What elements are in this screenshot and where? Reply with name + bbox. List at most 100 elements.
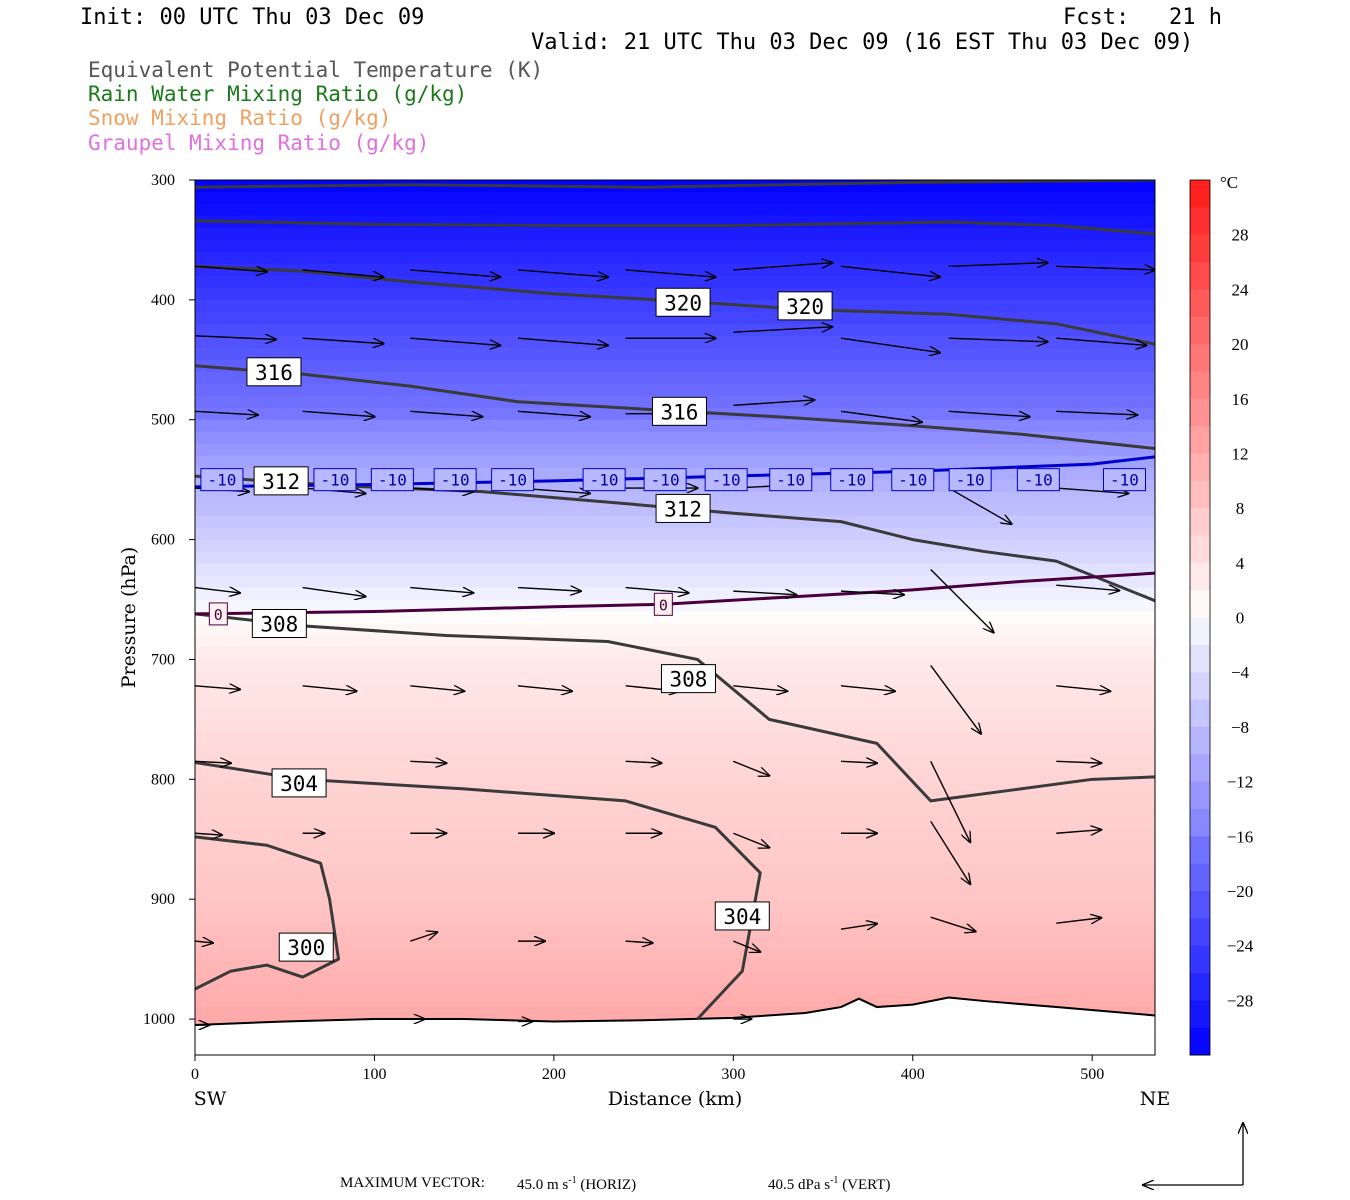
wind-vector bbox=[733, 327, 832, 333]
temp-band bbox=[195, 527, 1155, 541]
contour-label-312: 312 bbox=[262, 470, 300, 494]
temp-band bbox=[195, 827, 1155, 840]
temp-band bbox=[195, 803, 1155, 816]
wind-vector bbox=[517, 337, 608, 345]
wind-vector bbox=[302, 269, 384, 277]
temp-band bbox=[195, 875, 1155, 888]
wind-vector bbox=[302, 586, 366, 597]
contour-label-308: 308 bbox=[260, 612, 298, 636]
wind-vector bbox=[302, 410, 375, 416]
isotherm-label-minus10: -10 bbox=[1024, 471, 1053, 490]
wind-vector bbox=[1056, 761, 1101, 763]
isotherm-label-box bbox=[370, 468, 414, 492]
legend-theta-e: Equivalent Potential Temperature (K) bbox=[88, 58, 544, 82]
wind-vector bbox=[1056, 918, 1101, 923]
colorbar-segment bbox=[1190, 453, 1210, 482]
colorbar-tick-label: 20 bbox=[1232, 335, 1249, 354]
temp-band bbox=[195, 335, 1155, 349]
colorbar-segment bbox=[1190, 890, 1210, 919]
colorbar-tick-label: 12 bbox=[1232, 444, 1249, 463]
temp-band bbox=[195, 863, 1155, 876]
colorbar-segment bbox=[1190, 617, 1210, 646]
contour-label-308: 308 bbox=[669, 668, 707, 692]
wind-vector bbox=[733, 591, 796, 595]
theta-e-contour-304 bbox=[195, 761, 762, 1021]
temp-band bbox=[195, 263, 1155, 277]
isotherm-label-box bbox=[313, 468, 357, 492]
wind-vector bbox=[840, 337, 940, 352]
temp-band bbox=[195, 635, 1155, 649]
temp-band bbox=[195, 611, 1155, 625]
wind-vector bbox=[625, 586, 689, 593]
isotherm-label-box bbox=[704, 468, 748, 492]
colorbar-tick-label: 24 bbox=[1232, 280, 1250, 299]
contour-label-304: 304 bbox=[280, 772, 318, 796]
contour-label-box bbox=[655, 287, 711, 317]
vector-key bbox=[1143, 1123, 1243, 1185]
colorbar-tick-label: −24 bbox=[1227, 937, 1254, 956]
colorbar-segment bbox=[1190, 180, 1210, 208]
y-tick-label: 500 bbox=[151, 412, 175, 429]
wind-vector bbox=[733, 940, 760, 952]
wind-vector bbox=[517, 685, 572, 691]
temp-band bbox=[195, 323, 1155, 337]
wind-vector bbox=[625, 269, 716, 277]
temp-band bbox=[195, 947, 1155, 960]
wind-vector bbox=[840, 410, 922, 422]
wind-vector bbox=[840, 685, 895, 691]
colorbar-segment bbox=[1190, 1027, 1210, 1056]
theta-e-contour-324 bbox=[195, 219, 1155, 236]
isotherm-label-minus10: -10 bbox=[898, 471, 927, 490]
temp-band bbox=[195, 431, 1155, 445]
legend-snow: Snow Mixing Ratio (g/kg) bbox=[88, 106, 392, 130]
x-tick-label: 500 bbox=[1080, 1066, 1104, 1083]
wind-vector bbox=[1056, 584, 1119, 590]
temp-band bbox=[195, 455, 1155, 469]
x-tick-label: 300 bbox=[721, 1066, 745, 1083]
colorbar-segment bbox=[1190, 1000, 1210, 1029]
colorbar-segment bbox=[1190, 863, 1210, 892]
wind-vector bbox=[733, 760, 769, 775]
wind-vector bbox=[948, 263, 1048, 267]
temp-band bbox=[195, 359, 1155, 373]
wind-vector bbox=[733, 400, 814, 407]
colorbar-tick-label: −20 bbox=[1227, 882, 1254, 901]
y-tick-label: 700 bbox=[151, 651, 175, 668]
y-tick-label: 300 bbox=[151, 172, 175, 189]
y-axis-label: Pressure (hPa) bbox=[118, 547, 140, 689]
max-vector-vert: 40.5 dPa s-1 (VERT) bbox=[768, 1175, 891, 1193]
colorbar-segment bbox=[1190, 972, 1210, 1001]
colorbar-segment bbox=[1190, 562, 1210, 591]
wind-vector bbox=[195, 833, 222, 835]
wind-vector bbox=[195, 265, 267, 271]
wind-vector bbox=[410, 410, 482, 416]
isotherm-label-minus10: -10 bbox=[837, 471, 866, 490]
y-tick-label: 600 bbox=[151, 532, 175, 549]
colorbar-segment bbox=[1190, 398, 1210, 427]
isotherm-label-minus10: -10 bbox=[441, 471, 470, 490]
wind-vector bbox=[1056, 487, 1128, 493]
temp-band bbox=[195, 731, 1155, 744]
wind-vector bbox=[410, 586, 473, 593]
wind-vector bbox=[930, 820, 971, 884]
wind-vector bbox=[517, 269, 608, 277]
colorbar-segment bbox=[1190, 371, 1210, 400]
contour-label-box bbox=[278, 932, 334, 962]
temp-band bbox=[195, 383, 1155, 397]
wind-vector bbox=[1056, 337, 1146, 345]
temp-band bbox=[195, 767, 1155, 780]
colorbar-segment bbox=[1190, 699, 1210, 728]
colorbar-segment bbox=[1190, 918, 1210, 947]
colorbar-segment bbox=[1190, 262, 1210, 290]
temp-band bbox=[195, 311, 1155, 325]
colorbar-segment bbox=[1190, 289, 1210, 318]
colorbar-segment bbox=[1190, 836, 1210, 865]
isotherm-label-box bbox=[208, 602, 228, 626]
wind-vector bbox=[410, 685, 464, 691]
wind-vector bbox=[840, 265, 940, 277]
isotherm-label-box bbox=[200, 468, 244, 492]
isotherm-label-box bbox=[891, 468, 935, 492]
temp-band bbox=[195, 251, 1155, 265]
temp-band bbox=[195, 347, 1155, 361]
wind-vector bbox=[195, 686, 240, 690]
